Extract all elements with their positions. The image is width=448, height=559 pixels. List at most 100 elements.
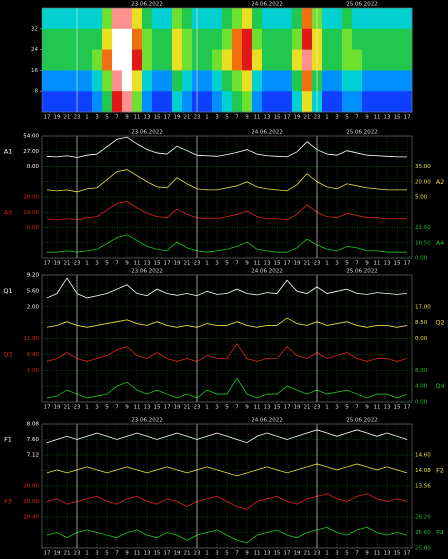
spectrogram-cell [52, 70, 63, 92]
plot-frame [41, 274, 413, 403]
x-tick-label: 13 [384, 405, 391, 411]
spectrogram-cell [202, 28, 213, 50]
series-line [46, 493, 408, 510]
x-tick-label: 5 [345, 261, 349, 267]
x-tick-label: 15 [274, 551, 281, 557]
spectrogram-cell [332, 91, 343, 113]
x-tick-label: 3 [95, 405, 99, 411]
spectrogram-cell [82, 91, 93, 113]
spectrogram-cell [182, 49, 193, 71]
x-tick-label: 23 [74, 405, 81, 411]
date-label: 23.06.2022 [131, 269, 163, 275]
x-tick-label: 17 [44, 261, 51, 267]
x-tick-label: 7 [355, 551, 359, 557]
x-tick-label: 19 [54, 551, 61, 557]
x-tick-label: 13 [264, 551, 271, 557]
spectrogram-cell [162, 8, 173, 30]
y-tick-label: 6.40 [27, 352, 40, 358]
y-tick-label: 7.60 [27, 437, 40, 443]
spectrogram-cell [82, 28, 93, 50]
x-tick-label: 3 [215, 551, 219, 557]
plot-frame [41, 423, 413, 549]
spectrogram-cell [402, 8, 413, 30]
x-tick-label: 7 [235, 551, 239, 557]
spectrogram-cell [332, 8, 343, 30]
x-tick-label: 17 [284, 405, 291, 411]
x-tick-label: 3 [95, 551, 99, 557]
spectrogram-cell [402, 28, 413, 50]
x-tick-label: 21 [304, 405, 311, 411]
spectrogram-cell [42, 70, 53, 92]
spectrogram-cell [352, 49, 363, 71]
spectrogram-cell [222, 8, 233, 30]
date-label: 23.06.2022 [131, 130, 163, 136]
x-tick-label: 5 [225, 115, 229, 121]
x-tick-label: 19 [294, 115, 301, 121]
date-label: 23.06.2022 [131, 2, 163, 8]
x-tick-label: 1 [205, 405, 209, 411]
spectrogram-cell [252, 28, 263, 50]
spectrogram-cell [292, 70, 303, 92]
x-tick-label: 23 [314, 405, 321, 411]
spectrogram-cell [92, 70, 103, 92]
x-tick-label: 7 [355, 261, 359, 267]
x-tick-label: 13 [384, 261, 391, 267]
y-tick-label: 8.08 [27, 422, 40, 428]
spectrogram-cell [202, 49, 213, 71]
spectrogram-cell [142, 28, 153, 50]
x-tick-label: 23 [74, 261, 81, 267]
spectrogram-cell [262, 8, 273, 30]
x-tick-label: 15 [154, 261, 161, 267]
x-tick-label: 9 [365, 551, 369, 557]
x-tick-label: 19 [294, 405, 301, 411]
y-tick-label: 0.00 [27, 225, 40, 231]
x-tick-label: 11 [254, 551, 261, 557]
x-tick-label: 1 [205, 261, 209, 267]
series-name: A4 [436, 239, 445, 247]
spectrogram-cell [132, 70, 143, 92]
x-tick-label: 11 [254, 261, 261, 267]
x-tick-label: 11 [254, 405, 261, 411]
y-tick-label: 9.20 [27, 273, 40, 279]
x-tick-label: 7 [115, 405, 119, 411]
spectrogram-cell [202, 8, 213, 30]
spectrogram-cell [372, 28, 383, 50]
y-tick-label: 28.00 [23, 195, 39, 201]
x-tick-label: 17 [284, 115, 291, 121]
x-tick-label: 7 [235, 261, 239, 267]
spectrogram-cell [392, 28, 403, 50]
x-tick-label: 17 [164, 551, 171, 557]
x-tick-label: 17 [164, 405, 171, 411]
spectrogram-cell [182, 8, 193, 30]
x-tick-label: 3 [215, 115, 219, 121]
spectrogram-cell [232, 8, 243, 30]
x-tick-label: 1 [85, 551, 89, 557]
spectrogram-cell [402, 91, 413, 113]
x-tick-label: 17 [44, 551, 51, 557]
spectrogram-cell [292, 49, 303, 71]
x-tick-label: 3 [95, 261, 99, 267]
spectrogram-cell [52, 91, 63, 113]
spectrogram-cell [342, 91, 353, 113]
x-tick-label: 17 [404, 115, 411, 121]
x-tick-label: 21 [64, 405, 71, 411]
x-tick-label: 13 [144, 261, 151, 267]
spectrogram-cell [232, 91, 243, 113]
spectrogram-cell [222, 70, 233, 92]
spectrogram-cell [342, 28, 353, 50]
spectrogram-cell [152, 49, 163, 71]
x-tick-label: 21 [64, 551, 71, 557]
spectrogram-cell [272, 70, 283, 92]
x-tick-label: 15 [154, 405, 161, 411]
series-line [46, 317, 408, 328]
spectrogram-cell [282, 28, 293, 50]
spectrogram-cell [302, 91, 313, 113]
y-tick-label: 16 [31, 68, 38, 74]
spectrogram-cell [272, 49, 283, 71]
x-tick-label: 13 [384, 115, 391, 121]
spectrogram-cell [322, 28, 333, 50]
y-tick-label: 0.00 [415, 400, 428, 406]
x-tick-label: 21 [184, 261, 191, 267]
spectrogram-cell [232, 70, 243, 92]
